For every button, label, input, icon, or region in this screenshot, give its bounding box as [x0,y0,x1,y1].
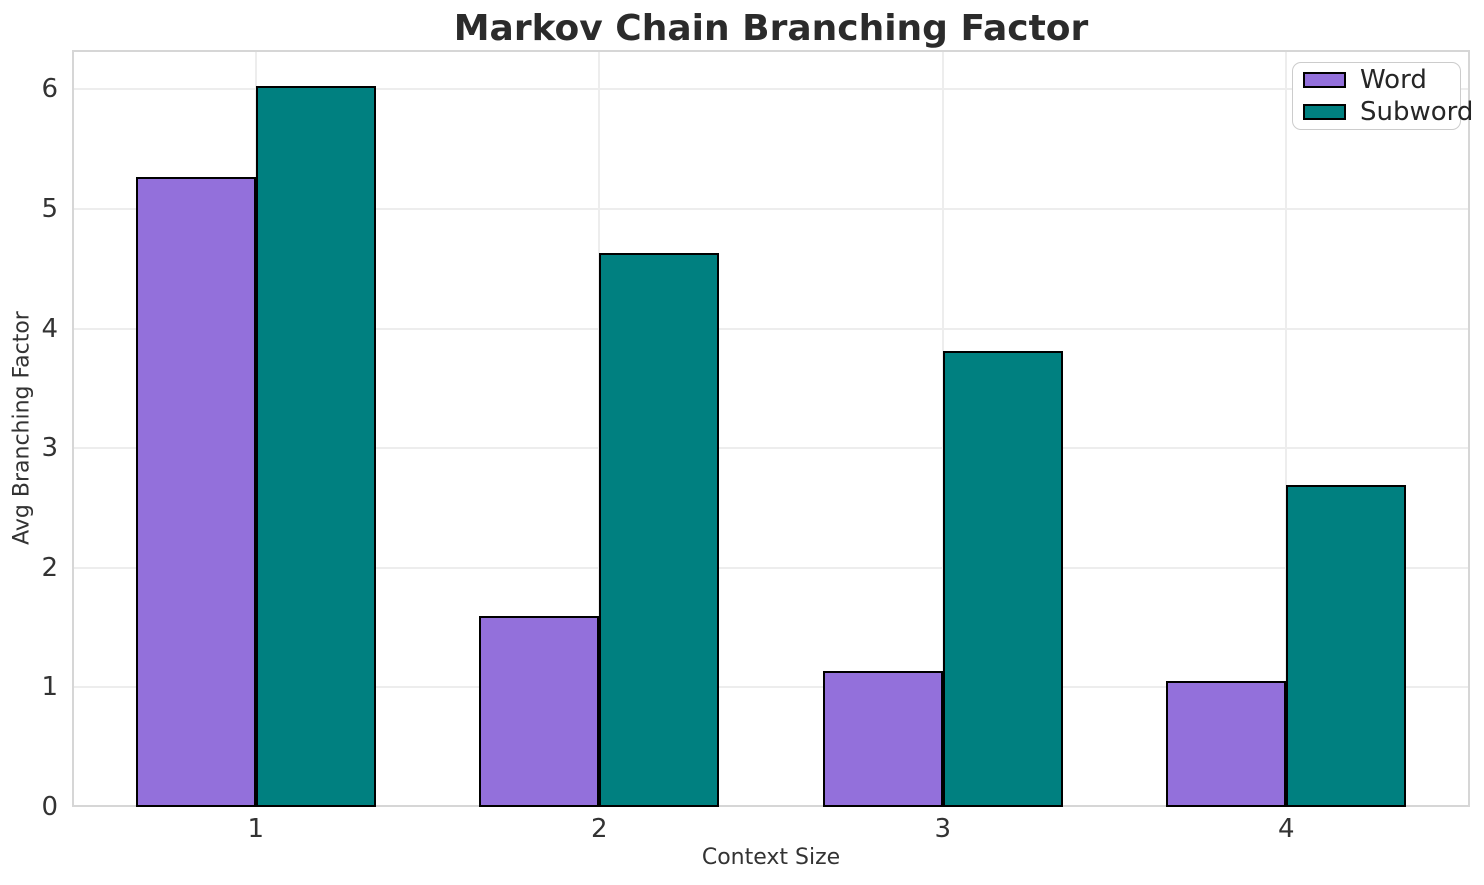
x-tick-label: 3 [934,814,951,844]
x-tick-label: 4 [1277,814,1295,844]
bar-subword-context-4 [1286,485,1407,807]
gridline-vertical [1285,50,1288,807]
x-axis-title: Context Size [701,845,841,870]
bar-subword-context-1 [255,85,376,807]
legend: Word Subword [1292,62,1473,130]
legend-label-word: Word [1360,64,1427,95]
y-axis-title: Avg Branching Factor [9,311,35,545]
legend-label-subword: Subword [1360,96,1474,127]
y-tick-label: 5 [41,194,58,225]
gridline-horizontal [72,327,1470,330]
plot-area [72,50,1470,807]
x-tick-label: 1 [247,814,265,844]
chart-title: Markov Chain Branching Factor [453,8,1089,49]
y-tick-label: 3 [41,433,58,464]
bar-word-context-1 [135,176,256,807]
x-tick-label: 2 [590,814,608,844]
legend-swatch-word [1303,72,1346,88]
legend-item-subword: Subword [1303,97,1473,127]
bar-word-context-4 [1166,681,1287,807]
y-tick-label: 4 [41,313,58,344]
bar-subword-context-2 [599,253,720,807]
bar-word-context-2 [479,615,600,807]
y-tick-label: 0 [41,792,58,822]
y-tick-label: 6 [41,74,58,105]
gridline-horizontal [72,208,1470,211]
gridline-horizontal [72,686,1470,689]
gridline-horizontal [72,566,1470,569]
y-tick-label: 1 [41,672,58,703]
bar-subword-context-3 [942,351,1063,807]
bar-word-context-3 [822,670,943,807]
legend-swatch-subword [1303,104,1346,120]
gridline-horizontal [72,447,1470,450]
y-tick-label: 2 [41,552,58,583]
gridline-horizontal [72,88,1470,91]
legend-item-word: Word [1303,64,1450,95]
